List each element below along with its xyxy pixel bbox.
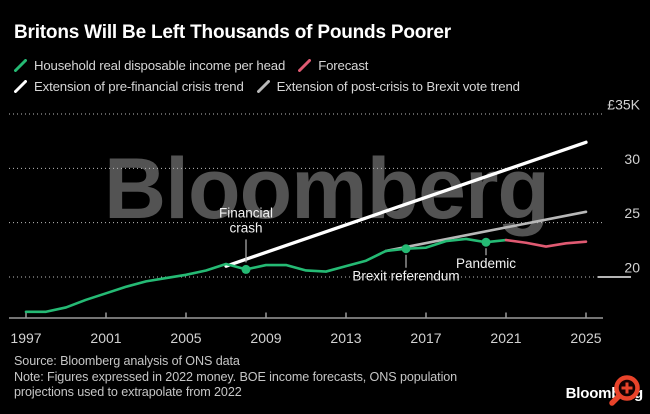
svg-text:2017: 2017 (410, 330, 441, 346)
annotation-text-0-0: Financial (219, 205, 273, 220)
zoom-cursor-icon (609, 375, 640, 406)
white-slash-icon (14, 79, 27, 93)
svg-text:25: 25 (624, 205, 640, 221)
legend-row-2: Extension of pre-financial crisis trend … (14, 78, 634, 94)
note-line-1: Note: Figures expressed in 2022 money. B… (14, 369, 458, 384)
legend-item-post-crisis-trend: Extension of post-crisis to Brexit vote … (256, 78, 520, 94)
svg-text:2009: 2009 (250, 330, 281, 346)
legend-label: Forecast (318, 57, 369, 73)
svg-text:30: 30 (624, 151, 640, 167)
svg-text:2021: 2021 (490, 330, 521, 346)
svg-text:20: 20 (624, 260, 640, 276)
green-slash-icon (14, 58, 27, 72)
svg-text:£35K: £35K (607, 97, 640, 113)
gray-slash-icon (256, 79, 270, 93)
annotation-text-0-1: crash (229, 220, 262, 235)
legend-item-forecast: Forecast (298, 58, 368, 73)
legend: Household real disposable income per hea… (14, 57, 634, 99)
svg-text:2025: 2025 (570, 330, 601, 346)
source-line: Source: Bloomberg analysis of ONS data (14, 354, 240, 368)
bloomberg-watermark: Bloomberg (104, 141, 550, 237)
chart-title: Britons Will Be Left Thousands of Pounds… (14, 22, 451, 43)
pink-slash-icon (298, 58, 312, 72)
svg-text:2005: 2005 (170, 330, 201, 346)
legend-label: Extension of post-crisis to Brexit vote … (276, 78, 520, 94)
annotation-text-2-0: Pandemic (456, 256, 516, 271)
legend-label: Household real disposable income per hea… (34, 57, 286, 73)
svg-text:2013: 2013 (330, 330, 361, 346)
note-line-2: projections used to extrapolate from 202… (14, 385, 242, 399)
legend-item-pre-crisis-trend: Extension of pre-financial crisis trend (14, 79, 244, 94)
annotation-text-1-0: Brexit referendum (352, 269, 459, 284)
svg-text:1997: 1997 (10, 330, 41, 346)
svg-text:2001: 2001 (90, 330, 121, 346)
legend-label: Extension of pre-financial crisis trend (34, 78, 244, 94)
legend-item-household: Household real disposable income per hea… (14, 58, 285, 73)
footer-notes: Source: Bloomberg analysis of ONS data N… (14, 354, 457, 401)
legend-row-1: Household real disposable income per hea… (14, 57, 634, 73)
